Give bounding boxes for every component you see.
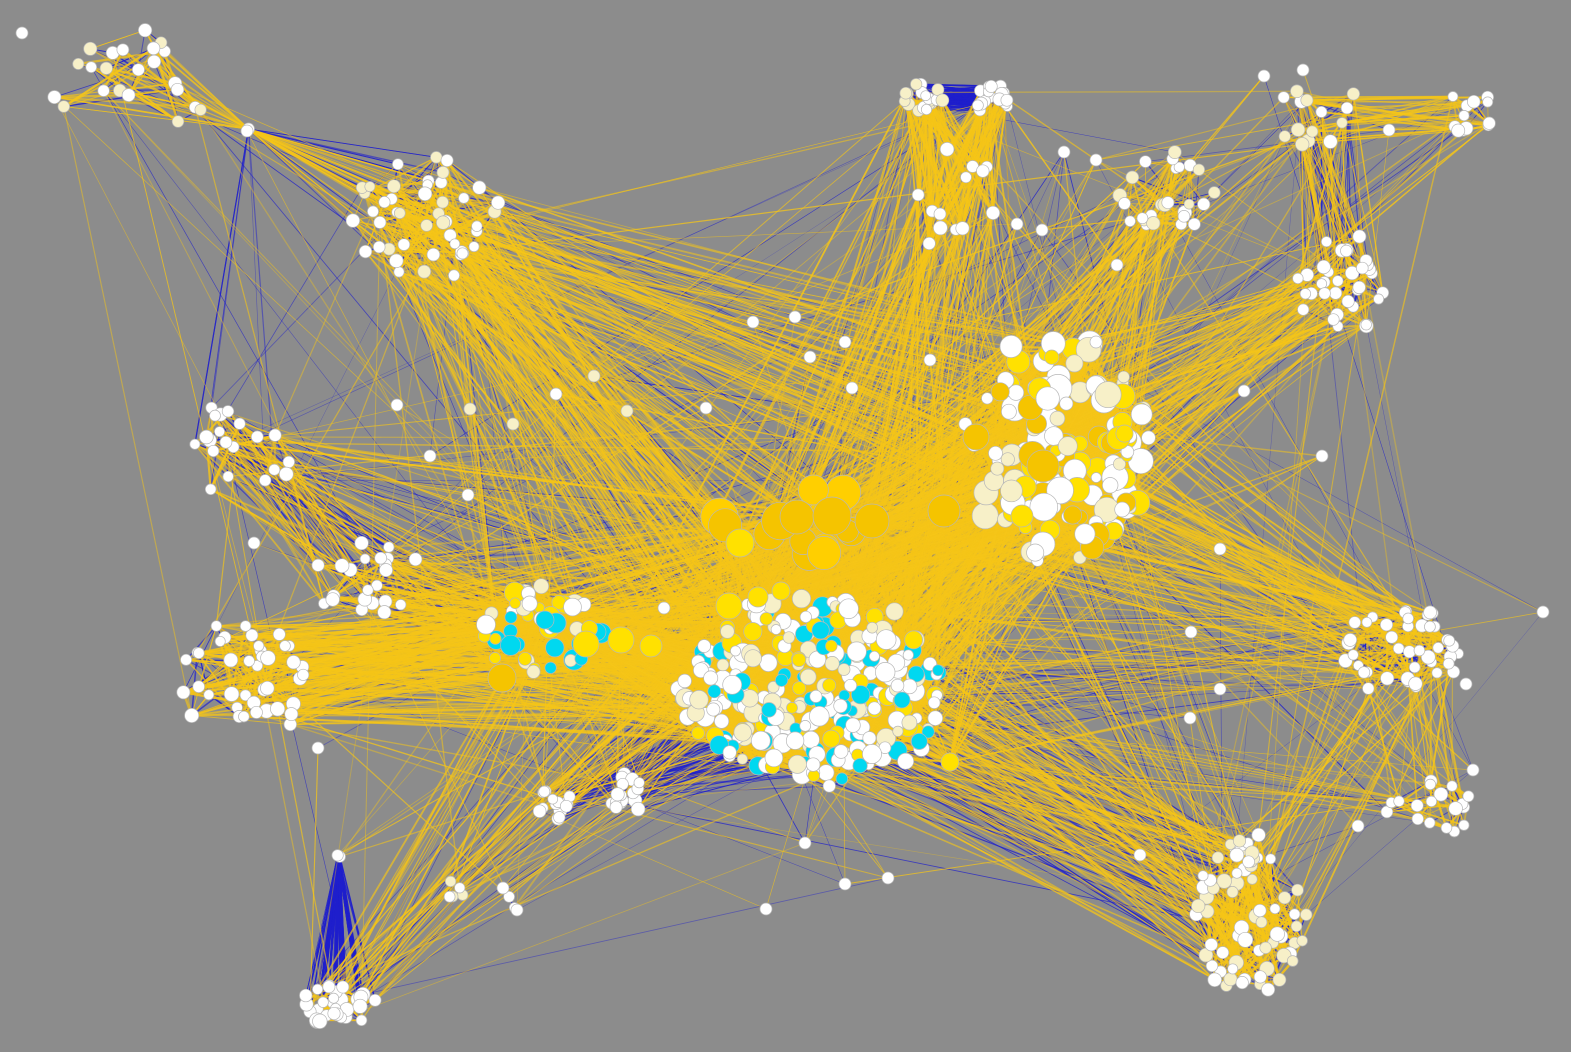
graph-edge (209, 431, 221, 490)
graph-edge (219, 413, 266, 481)
graph-edge (211, 184, 428, 409)
graph-edge (185, 625, 217, 661)
graph-edge (1263, 75, 1454, 672)
graph-edge (1436, 672, 1474, 771)
graph-edge (248, 128, 399, 165)
graph-edge (228, 476, 389, 548)
graph-edge (336, 718, 818, 1015)
graph-edge (248, 128, 266, 481)
graph-edge (209, 187, 363, 441)
graph-edge (63, 89, 120, 108)
graph-edge (194, 128, 250, 445)
graph-edge (220, 413, 276, 436)
graph-edge (319, 855, 339, 1022)
graph-edge (306, 855, 338, 1005)
graph-edge (54, 69, 139, 98)
graph-edge (1270, 858, 1299, 891)
graph-edge (247, 128, 275, 470)
graph-edge (328, 855, 339, 987)
graph-edge (1232, 129, 1299, 893)
graph-edge (210, 128, 250, 408)
graph-edge (248, 128, 437, 158)
graph-edge (362, 877, 889, 995)
graph-edge (233, 96, 990, 448)
graph-edge (191, 625, 217, 716)
graph-edge (105, 67, 202, 111)
graph-edge (316, 855, 339, 990)
graph-edge (797, 764, 846, 885)
graph-edge (90, 29, 146, 50)
graph-edge (1063, 151, 1124, 383)
graph-edge (90, 66, 362, 544)
graph-edge (497, 202, 796, 318)
graph-edge (112, 52, 196, 108)
graph-edge (206, 128, 249, 438)
graph-edge (1358, 287, 1465, 826)
graph-edge (904, 100, 1175, 153)
